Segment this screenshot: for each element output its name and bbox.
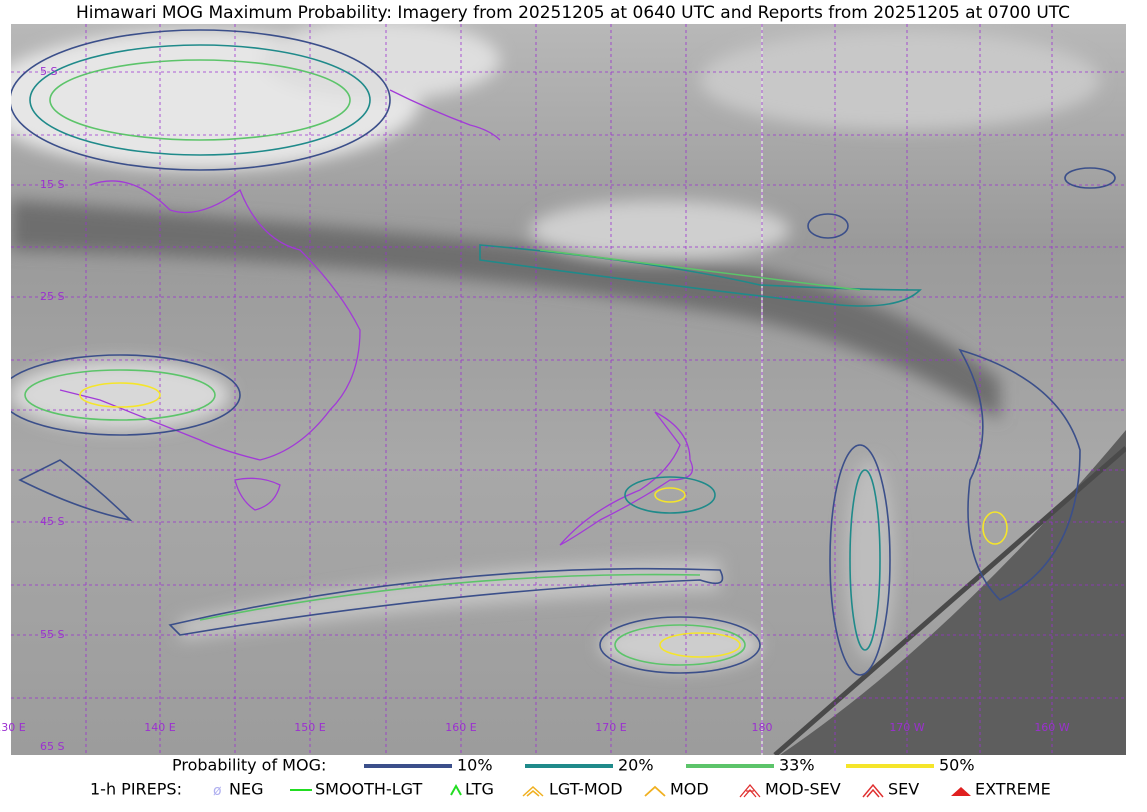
probability-contours	[11, 29, 1116, 676]
pirep-type: SEV	[888, 780, 919, 799]
lon-label: 170 E	[595, 721, 626, 734]
pirep-type: MOD-SEV	[765, 780, 841, 799]
pireps-label: 1-h PIREPS:	[90, 780, 182, 799]
lon-label: 140 E	[144, 721, 175, 734]
pirep-type: NEG	[229, 780, 263, 799]
lon-label: 170 W	[889, 721, 924, 734]
lat-label: 5 S	[40, 65, 57, 78]
pirep-type: SMOOTH-LGT	[315, 780, 422, 799]
latitude-labels: 5 S 15 S 25 S 45 S 55 S 65 S	[40, 65, 64, 753]
title: Himawari MOG Maximum Probability: Imager…	[76, 3, 1070, 23]
legend-level: 20%	[618, 756, 654, 775]
lon-label: 180	[752, 721, 773, 734]
lon-label: 160 E	[445, 721, 476, 734]
lon-label: 130 E	[0, 721, 26, 734]
longitude-labels: 130 E 140 E 150 E 160 E 170 E 180 170 W …	[0, 721, 1070, 734]
lat-label: 65 S	[40, 740, 64, 753]
probability-label: Probability of MOG:	[172, 756, 326, 775]
lat-label: 15 S	[40, 178, 64, 191]
lat-label: 25 S	[40, 290, 64, 303]
legend-level: 50%	[939, 756, 975, 775]
pirep-type: EXTREME	[975, 780, 1051, 799]
lat-label: 45 S	[40, 515, 64, 528]
legend-level: 10%	[457, 756, 493, 775]
svg-text:ø: ø	[213, 783, 222, 799]
pirep-type: LGT-MOD	[549, 780, 623, 799]
pirep-type: LTG	[465, 780, 494, 799]
satellite-map	[11, 24, 1126, 755]
lat-label: 55 S	[40, 628, 64, 641]
coastlines	[59, 89, 694, 546]
graticule	[11, 24, 1126, 755]
legend-level: 33%	[779, 756, 815, 775]
legend: Probability of MOG: 10% 20% 33% 50% 1-h …	[90, 756, 1051, 800]
pirep-type: MOD	[670, 780, 709, 799]
lon-label: 160 W	[1034, 721, 1069, 734]
lon-label: 150 E	[294, 721, 325, 734]
